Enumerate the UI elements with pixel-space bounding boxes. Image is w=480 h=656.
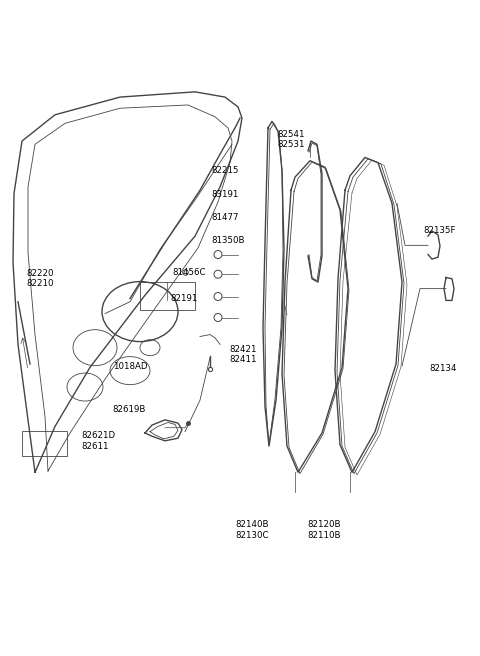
Text: 82541
82531: 82541 82531	[277, 130, 305, 150]
Text: 82220
82210: 82220 82210	[26, 269, 54, 289]
Bar	[22, 431, 67, 456]
Text: 1018AD: 1018AD	[113, 361, 147, 371]
Text: 82120B
82110B: 82120B 82110B	[307, 520, 341, 540]
Text: 81350B: 81350B	[211, 236, 245, 245]
Text: 82621D
82611: 82621D 82611	[82, 431, 116, 451]
Text: 82421
82411: 82421 82411	[229, 344, 257, 364]
Text: 82215: 82215	[211, 166, 239, 175]
Text: 82140B
82130C: 82140B 82130C	[235, 520, 269, 540]
Text: 82619B: 82619B	[113, 405, 146, 415]
Text: 83191: 83191	[211, 190, 239, 199]
Text: 82191: 82191	[170, 294, 198, 303]
Text: 81477: 81477	[211, 213, 239, 222]
Text: 81456C: 81456C	[173, 268, 206, 277]
Bar	[140, 282, 195, 310]
Text: 82134: 82134	[430, 364, 457, 373]
Text: 82135F: 82135F	[423, 226, 456, 236]
